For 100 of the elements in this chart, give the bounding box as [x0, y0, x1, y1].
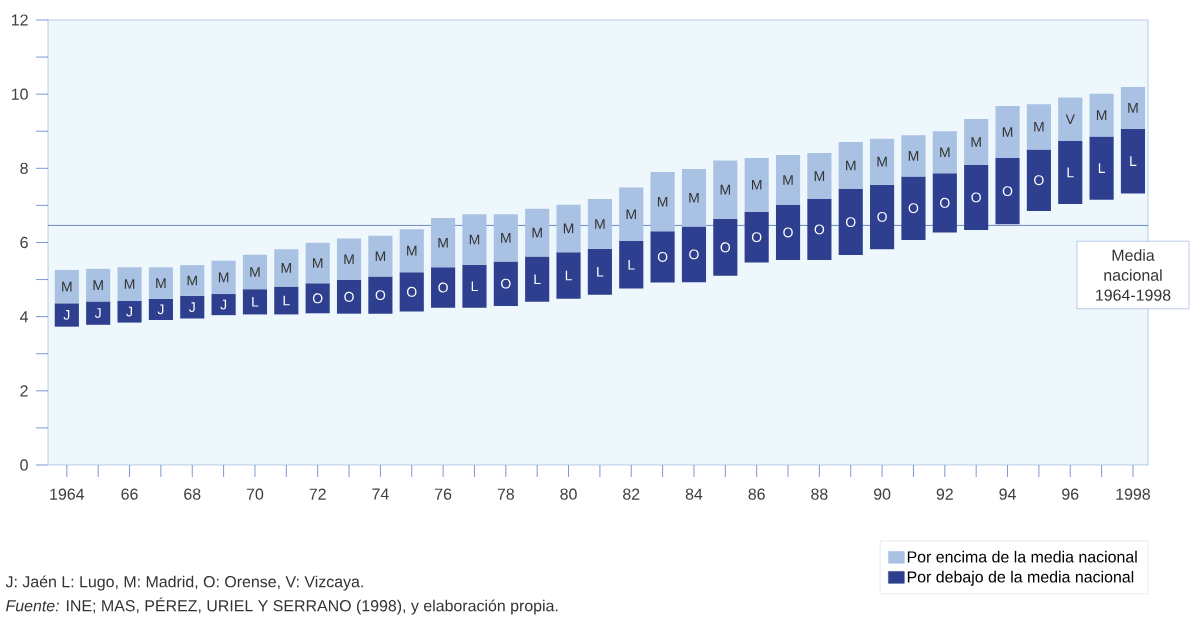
data-label: L [597, 266, 604, 277]
data-label: M [626, 209, 636, 220]
data-label: M [469, 234, 480, 245]
data-label: J [188, 302, 195, 313]
data-label: M [156, 278, 166, 288]
y-tick-label: 6 [20, 236, 28, 249]
bar [336, 238, 362, 280]
data-label: J [126, 306, 132, 317]
data-label: V [1065, 114, 1075, 124]
x-tick-label: 70 [246, 488, 264, 500]
data-label: O [689, 249, 699, 260]
data-label: M [187, 275, 197, 286]
bar [493, 261, 518, 306]
bar [180, 265, 205, 296]
data-label: M [1128, 103, 1138, 113]
text: J: Jaén L: Lugo, M: Madrid, O: Orense, V: Vizcaya. [5, 575, 363, 591]
bar [995, 106, 1020, 158]
x-tick-label: 66 [121, 488, 138, 500]
data-label: M [814, 171, 825, 181]
data-label: M [846, 160, 856, 171]
bar [1026, 104, 1051, 150]
data-label: M [877, 156, 887, 167]
bar [713, 218, 738, 276]
bar [619, 241, 644, 289]
x-tick-label: 72 [309, 488, 326, 500]
bar [838, 141, 863, 190]
data-label: J [220, 299, 227, 310]
ref-line-label: Media nacional 1964-1998 [1096, 249, 1171, 301]
x-tick-label: 68 [184, 488, 201, 500]
data-label: O [1034, 175, 1044, 186]
x-tick-label: 86 [748, 488, 765, 500]
bar [932, 173, 957, 233]
bar [587, 248, 612, 295]
bar [807, 199, 832, 260]
bar [1089, 136, 1114, 200]
bar [274, 286, 299, 315]
data-label: O [501, 278, 511, 289]
bar [964, 164, 989, 230]
bar [807, 153, 832, 200]
y-tick-label: 2 [20, 385, 28, 397]
data-label: M [501, 233, 511, 243]
data-label: M [250, 267, 260, 277]
bar [274, 249, 299, 287]
bar [431, 218, 456, 268]
data-label: O [877, 211, 887, 222]
bar [431, 267, 456, 308]
data-label: M [62, 281, 72, 292]
data-label: M [908, 151, 919, 161]
bar [242, 254, 268, 290]
x-tick-label: 84 [685, 488, 703, 500]
y-tick-label: 12 [11, 14, 28, 26]
bar [744, 157, 769, 212]
bar [838, 189, 863, 256]
x-tick-label: 1964 [50, 488, 85, 500]
data-label: M [689, 193, 699, 203]
bar [650, 231, 675, 283]
bar [681, 169, 707, 227]
bar [399, 272, 424, 312]
text: Fuente: INE; MAS, PÉREZ, URIEL Y SERRANO (1998), y elaboración propia. [6, 597, 558, 615]
data-label: O [657, 252, 668, 262]
bar [148, 267, 173, 299]
data-label: O [375, 290, 386, 301]
data-label: J [94, 308, 101, 318]
data-label: O [940, 197, 950, 208]
x-tick-label: 88 [811, 488, 828, 500]
bar [650, 172, 675, 232]
bar [744, 211, 769, 263]
data-label: M [344, 254, 354, 264]
data-label: L [1130, 156, 1137, 166]
bar [305, 283, 330, 314]
data-label: M [1002, 127, 1013, 137]
bar [493, 214, 518, 262]
data-label: L [471, 281, 478, 292]
y-tick-label: 4 [19, 311, 29, 323]
data-label: M [720, 184, 730, 195]
bar [462, 214, 487, 265]
bar [462, 264, 487, 308]
data-label: M [752, 180, 762, 190]
data-label: J [63, 310, 70, 320]
data-label: M [93, 280, 103, 290]
bar [368, 235, 393, 277]
legend-label: Por encima de la media nacional [907, 550, 1137, 563]
data-label: M [971, 137, 981, 147]
data-label: L [628, 259, 635, 270]
x-tick-label: 96 [1062, 488, 1079, 500]
bar [1058, 97, 1083, 141]
x-tick-label: 76 [435, 488, 452, 500]
data-label: O [344, 291, 354, 302]
bar [86, 301, 111, 325]
data-label: M [407, 245, 417, 256]
bar [399, 229, 424, 273]
bar [180, 295, 205, 319]
bar [368, 276, 393, 314]
bar [870, 184, 895, 250]
data-label: O [406, 286, 417, 297]
bar [619, 187, 644, 241]
bar [148, 298, 173, 320]
data-label: M [657, 196, 668, 207]
bar [681, 226, 707, 283]
x-tick-label: 82 [623, 488, 640, 500]
